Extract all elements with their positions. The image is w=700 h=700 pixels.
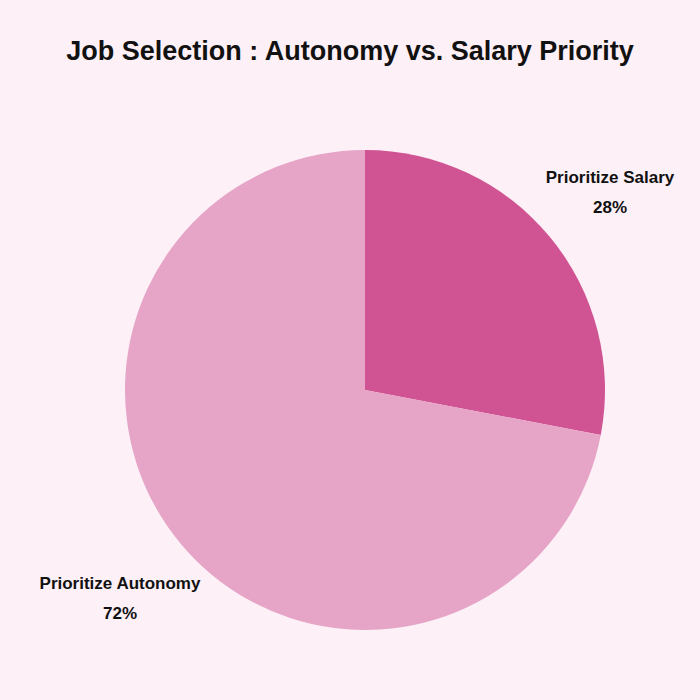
- slice: [365, 150, 605, 435]
- chart: Job Selection : Autonomy vs. Salary Prio…: [0, 0, 700, 700]
- slice-label: Prioritize Autonomy: [40, 574, 201, 593]
- data-label: 72%: [103, 604, 137, 623]
- background: [0, 0, 700, 700]
- pie: [125, 150, 605, 630]
- data-label: 28%: [593, 198, 627, 217]
- slice: [125, 150, 601, 630]
- labels: Prioritize Salary 28% Prioritize Autonomy 7…: [40, 168, 675, 622]
- slice-label: Prioritize Salary: [546, 168, 675, 187]
- title: Job Selection : Autonomy vs. Salary Prio…: [66, 36, 634, 66]
